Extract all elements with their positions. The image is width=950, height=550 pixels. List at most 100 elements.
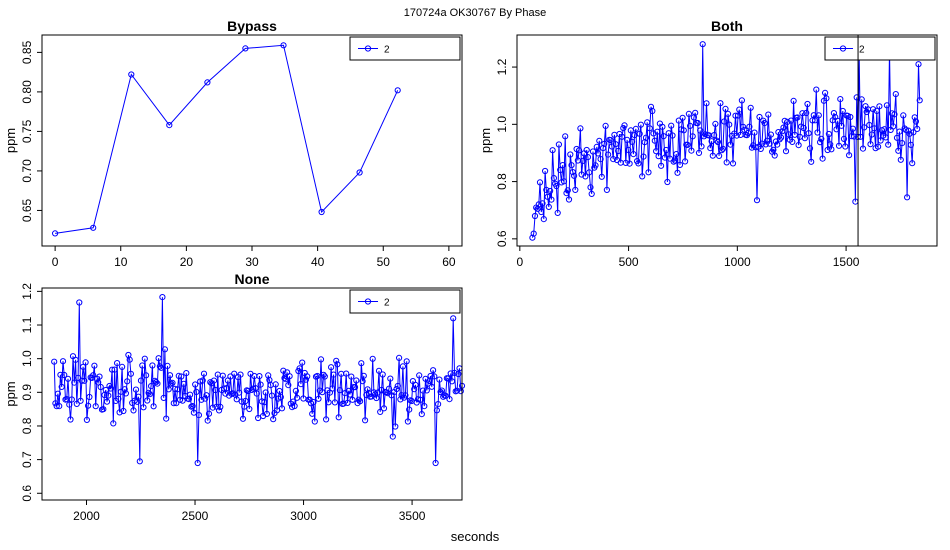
data-point bbox=[345, 387, 352, 394]
data-point bbox=[61, 371, 68, 379]
data-point bbox=[647, 103, 655, 110]
data-point bbox=[340, 400, 347, 407]
data-point bbox=[159, 294, 166, 301]
y-tick-label: 1.0 bbox=[20, 350, 34, 367]
data-point bbox=[86, 393, 93, 401]
plot-frame bbox=[41, 34, 463, 247]
series-line bbox=[53, 297, 463, 464]
data-point bbox=[594, 150, 602, 157]
data-point bbox=[330, 371, 337, 378]
data-point bbox=[442, 392, 449, 399]
data-point bbox=[906, 130, 913, 137]
data-point bbox=[535, 201, 542, 208]
data-point bbox=[848, 133, 855, 140]
data-point bbox=[250, 385, 257, 392]
x-tick-label: 20 bbox=[180, 255, 194, 269]
data-point bbox=[280, 367, 287, 374]
data-point bbox=[90, 372, 97, 379]
data-point bbox=[550, 175, 558, 182]
data-point bbox=[849, 125, 857, 132]
data-point bbox=[380, 405, 388, 412]
data-point bbox=[190, 409, 197, 416]
data-point bbox=[387, 375, 394, 382]
data-point bbox=[241, 403, 248, 410]
data-point bbox=[281, 375, 288, 382]
data-point bbox=[404, 418, 411, 425]
data-point bbox=[427, 372, 434, 380]
data-point bbox=[866, 121, 873, 129]
data-point bbox=[549, 147, 556, 154]
data-point bbox=[740, 123, 747, 130]
data-point bbox=[163, 415, 170, 422]
data-point bbox=[881, 126, 888, 133]
data-point bbox=[636, 130, 643, 137]
data-point bbox=[277, 394, 284, 401]
data-point bbox=[553, 182, 560, 190]
data-point bbox=[403, 358, 410, 365]
data-point bbox=[529, 234, 536, 241]
data-point bbox=[430, 367, 437, 374]
data-point bbox=[189, 403, 196, 410]
data-point bbox=[907, 141, 915, 148]
data-point bbox=[242, 397, 249, 405]
y-tick-label: 0.6 bbox=[20, 485, 34, 502]
data-point bbox=[837, 96, 844, 103]
data-point bbox=[59, 358, 67, 365]
data-point bbox=[323, 416, 330, 423]
data-point bbox=[294, 394, 301, 401]
data-point bbox=[223, 385, 230, 392]
data-point bbox=[663, 146, 670, 154]
data-point bbox=[622, 159, 629, 166]
data-point bbox=[758, 140, 766, 147]
data-point bbox=[605, 151, 612, 158]
data-point bbox=[349, 396, 356, 403]
data-point bbox=[592, 162, 599, 169]
data-point bbox=[278, 405, 286, 412]
x-tick-label: 2000 bbox=[73, 509, 100, 523]
data-point bbox=[438, 387, 445, 394]
data-point bbox=[248, 386, 255, 393]
data-point bbox=[318, 208, 325, 216]
data-point bbox=[54, 390, 62, 397]
legend-marker bbox=[364, 45, 372, 52]
data-point bbox=[377, 408, 384, 415]
data-point bbox=[348, 373, 355, 380]
data-point bbox=[584, 154, 592, 161]
data-point bbox=[697, 127, 704, 134]
data-point bbox=[311, 418, 318, 425]
data-point bbox=[729, 160, 737, 167]
data-point bbox=[692, 109, 699, 116]
data-point bbox=[207, 379, 214, 386]
data-point bbox=[183, 370, 190, 377]
data-point bbox=[286, 373, 293, 380]
plot-frame bbox=[41, 287, 463, 501]
data-point bbox=[915, 61, 922, 68]
data-point bbox=[270, 416, 277, 423]
data-point bbox=[602, 122, 609, 130]
x-tick-label: 40 bbox=[311, 255, 325, 269]
data-point bbox=[280, 42, 287, 49]
data-point bbox=[735, 112, 742, 119]
data-point bbox=[779, 128, 786, 135]
y-tick-label: 0.85 bbox=[20, 40, 34, 64]
data-point bbox=[450, 315, 457, 322]
x-tick-label: 0 bbox=[516, 255, 523, 269]
data-point bbox=[545, 203, 552, 210]
data-point bbox=[261, 399, 268, 406]
data-point bbox=[583, 146, 590, 154]
data-point bbox=[156, 363, 163, 370]
data-point bbox=[105, 392, 112, 399]
data-point bbox=[890, 123, 897, 130]
data-point bbox=[321, 373, 328, 380]
y-axis-label: ppm bbox=[3, 128, 18, 153]
data-point bbox=[192, 381, 199, 388]
data-point bbox=[601, 140, 608, 147]
data-point bbox=[317, 356, 325, 363]
data-point bbox=[239, 415, 247, 422]
data-point bbox=[418, 411, 425, 418]
data-point bbox=[139, 362, 146, 369]
data-point bbox=[593, 143, 600, 150]
data-point bbox=[164, 362, 171, 369]
data-point bbox=[124, 378, 131, 385]
